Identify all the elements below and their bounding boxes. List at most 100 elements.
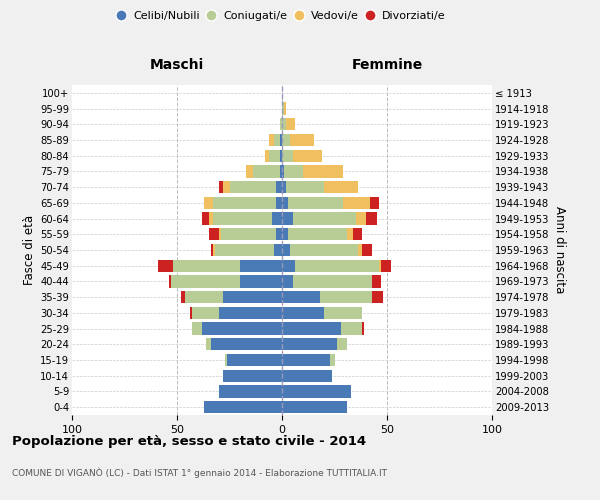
Bar xyxy=(355,212,366,224)
Bar xyxy=(282,401,347,413)
Bar xyxy=(202,212,209,224)
Bar xyxy=(209,212,213,224)
Y-axis label: Anni di nascita: Anni di nascita xyxy=(553,206,566,294)
Bar xyxy=(362,244,372,256)
Bar xyxy=(213,244,215,256)
Bar xyxy=(282,228,289,240)
Bar xyxy=(202,322,282,334)
Bar xyxy=(229,181,276,194)
Bar xyxy=(169,276,171,287)
Legend: Celibi/Nubili, Coniugati/e, Vedovi/e, Divorziati/e: Celibi/Nubili, Coniugati/e, Vedovi/e, Di… xyxy=(116,8,448,24)
Bar xyxy=(274,134,280,146)
Bar xyxy=(211,338,282,350)
Bar xyxy=(353,228,362,240)
Bar xyxy=(269,134,274,146)
Bar xyxy=(372,276,380,287)
Bar xyxy=(240,276,282,287)
Bar xyxy=(282,212,293,224)
Bar xyxy=(282,181,286,194)
Bar xyxy=(223,370,282,382)
Bar xyxy=(282,386,351,398)
Bar xyxy=(295,260,379,272)
Bar xyxy=(276,228,282,240)
Bar xyxy=(265,150,269,162)
Bar xyxy=(282,322,341,334)
Bar xyxy=(379,260,381,272)
Bar xyxy=(209,228,219,240)
Bar xyxy=(290,134,314,146)
Bar xyxy=(284,166,303,177)
Bar xyxy=(173,260,240,272)
Bar xyxy=(282,134,290,146)
Bar xyxy=(282,306,324,319)
Bar xyxy=(204,401,282,413)
Bar xyxy=(185,291,223,304)
Bar xyxy=(347,228,353,240)
Bar xyxy=(282,102,284,115)
Bar xyxy=(274,244,282,256)
Bar xyxy=(204,196,213,209)
Bar xyxy=(226,354,227,366)
Bar xyxy=(337,338,347,350)
Bar xyxy=(358,244,362,256)
Bar xyxy=(280,134,282,146)
Bar xyxy=(293,212,355,224)
Y-axis label: Fasce di età: Fasce di età xyxy=(23,215,36,285)
Bar xyxy=(206,338,211,350)
Bar xyxy=(343,196,370,209)
Bar xyxy=(219,386,282,398)
Bar xyxy=(215,244,274,256)
Bar xyxy=(223,291,282,304)
Bar xyxy=(181,291,185,304)
Bar xyxy=(280,150,282,162)
Bar xyxy=(282,150,293,162)
Bar xyxy=(213,212,271,224)
Bar xyxy=(341,322,362,334)
Bar xyxy=(219,181,223,194)
Bar xyxy=(293,276,372,287)
Bar xyxy=(362,322,364,334)
Bar xyxy=(320,291,372,304)
Bar xyxy=(280,118,282,130)
Text: COMUNE DI VIGANÒ (LC) - Dati ISTAT 1° gennaio 2014 - Elaborazione TUTTITALIA.IT: COMUNE DI VIGANÒ (LC) - Dati ISTAT 1° ge… xyxy=(12,468,387,478)
Bar xyxy=(211,244,213,256)
Bar xyxy=(276,181,282,194)
Bar xyxy=(289,196,343,209)
Bar xyxy=(276,196,282,209)
Bar xyxy=(240,260,282,272)
Bar xyxy=(331,354,335,366)
Bar xyxy=(282,291,320,304)
Bar xyxy=(282,338,337,350)
Bar xyxy=(158,260,173,272)
Bar xyxy=(271,212,282,224)
Bar xyxy=(269,150,280,162)
Bar xyxy=(212,196,276,209)
Bar xyxy=(282,276,293,287)
Bar xyxy=(282,370,332,382)
Bar xyxy=(221,228,276,240)
Bar xyxy=(219,228,221,240)
Bar xyxy=(223,181,229,194)
Text: Popolazione per età, sesso e stato civile - 2014: Popolazione per età, sesso e stato civil… xyxy=(12,435,366,448)
Bar xyxy=(282,244,290,256)
Bar xyxy=(372,291,383,304)
Bar xyxy=(219,306,282,319)
Bar xyxy=(227,354,282,366)
Bar xyxy=(171,276,240,287)
Bar xyxy=(280,166,282,177)
Text: Femmine: Femmine xyxy=(352,58,422,72)
Bar xyxy=(293,150,322,162)
Bar xyxy=(246,166,253,177)
Bar xyxy=(282,260,295,272)
Bar xyxy=(303,166,343,177)
Bar xyxy=(381,260,391,272)
Bar xyxy=(289,228,347,240)
Bar xyxy=(370,196,379,209)
Bar xyxy=(253,166,280,177)
Bar xyxy=(324,181,358,194)
Bar xyxy=(282,354,331,366)
Bar xyxy=(286,118,295,130)
Bar xyxy=(282,196,289,209)
Bar xyxy=(290,244,358,256)
Bar xyxy=(286,181,324,194)
